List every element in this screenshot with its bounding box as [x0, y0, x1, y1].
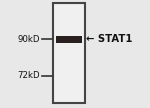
Text: 90kD: 90kD: [17, 35, 40, 44]
Text: ← STAT1: ← STAT1: [86, 34, 133, 44]
Bar: [53, 3, 85, 103]
Text: 72kD: 72kD: [17, 71, 40, 80]
Bar: [56, 36, 82, 43]
